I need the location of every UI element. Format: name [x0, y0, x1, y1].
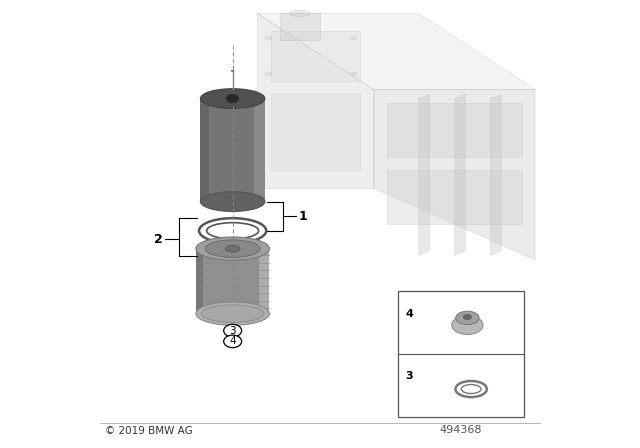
Polygon shape — [271, 94, 360, 170]
Ellipse shape — [196, 237, 269, 260]
Ellipse shape — [207, 223, 259, 239]
Ellipse shape — [461, 384, 481, 393]
Ellipse shape — [200, 192, 265, 211]
Text: 3: 3 — [405, 371, 413, 382]
Ellipse shape — [200, 89, 265, 108]
Bar — [196, 249, 269, 314]
Bar — [200, 99, 209, 202]
Text: 4: 4 — [405, 309, 413, 319]
Polygon shape — [374, 90, 535, 260]
Polygon shape — [280, 13, 320, 40]
Ellipse shape — [350, 36, 357, 40]
Polygon shape — [387, 103, 522, 157]
Ellipse shape — [227, 94, 239, 103]
Ellipse shape — [205, 240, 260, 257]
Polygon shape — [387, 170, 522, 224]
Polygon shape — [271, 31, 360, 81]
Text: 2: 2 — [154, 233, 163, 246]
Polygon shape — [454, 94, 466, 255]
Text: © 2019 BMW AG: © 2019 BMW AG — [105, 426, 193, 436]
Polygon shape — [419, 94, 430, 255]
Polygon shape — [490, 94, 502, 255]
Text: 494368: 494368 — [440, 425, 483, 435]
Ellipse shape — [452, 316, 483, 335]
Ellipse shape — [350, 72, 357, 76]
Ellipse shape — [456, 311, 479, 325]
Ellipse shape — [231, 70, 234, 72]
Text: 1: 1 — [298, 210, 307, 223]
Ellipse shape — [463, 314, 472, 319]
Ellipse shape — [224, 335, 242, 348]
Ellipse shape — [196, 302, 269, 325]
Ellipse shape — [456, 381, 487, 397]
Ellipse shape — [224, 324, 242, 337]
Polygon shape — [257, 13, 535, 90]
Bar — [196, 249, 202, 314]
Bar — [200, 99, 265, 202]
Bar — [253, 99, 265, 202]
Ellipse shape — [225, 245, 240, 252]
Text: 3: 3 — [229, 326, 236, 336]
Ellipse shape — [199, 218, 266, 243]
Bar — [259, 249, 269, 314]
Ellipse shape — [265, 72, 272, 76]
Text: 4: 4 — [229, 336, 236, 346]
Bar — [398, 291, 524, 417]
Ellipse shape — [202, 305, 264, 323]
Ellipse shape — [265, 36, 272, 40]
Ellipse shape — [290, 10, 310, 17]
Polygon shape — [257, 13, 374, 188]
